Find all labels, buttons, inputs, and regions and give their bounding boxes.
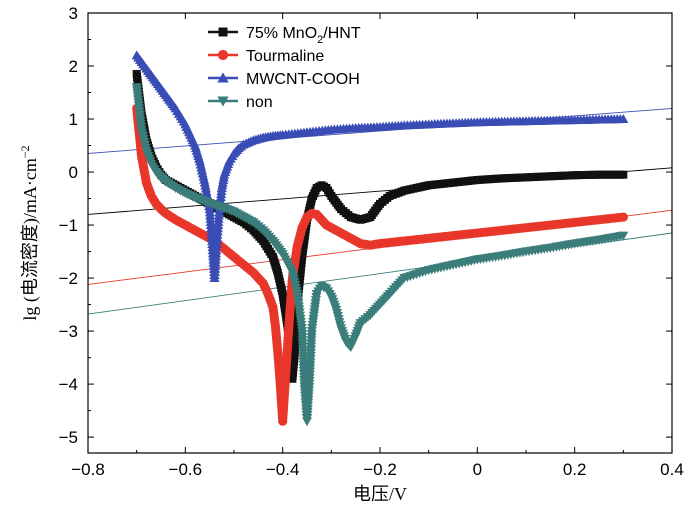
- x-tick-label: 0.2: [563, 460, 587, 479]
- data-point: [618, 212, 628, 222]
- data-point: [618, 231, 629, 241]
- y-tick-label: −5: [59, 428, 78, 447]
- series-circle: [132, 103, 628, 426]
- y-tick-label: 2: [69, 57, 78, 76]
- plot-frame: [87, 12, 673, 454]
- x-tick-label: −0.4: [266, 460, 300, 479]
- data-point: [619, 170, 628, 179]
- y-tick-label: 0: [69, 163, 78, 182]
- axis-ticks-layer: −0.8 −0.6 −0.4 −0.2 0 0.2 0.4 −5 −4 −3 −2 −1 0 1 2 3: [59, 4, 684, 479]
- series-triangle-down: [131, 83, 629, 427]
- series-triangle-up: [131, 50, 629, 283]
- x-tick-label: 0.4: [660, 460, 684, 479]
- legend-swatch-marker: [218, 27, 228, 37]
- legend-swatch-marker: [217, 72, 229, 83]
- y-axis-label: lg (电流密度)/mA·cm−2: [18, 145, 41, 320]
- x-tick-label: −0.2: [363, 460, 397, 479]
- legend-label: Tourmaline: [246, 48, 324, 65]
- data-point: [618, 114, 629, 124]
- y-tick-label: 3: [69, 4, 78, 23]
- y-axis-label-main: lg (电流密度)/mA·cm: [20, 158, 41, 320]
- y-tick-label: −2: [59, 269, 78, 288]
- x-tick-label: −0.6: [169, 460, 203, 479]
- legend-swatch-marker: [217, 49, 229, 61]
- y-tick-label: −1: [59, 216, 78, 235]
- y-axis-label-superscript: −2: [18, 145, 32, 158]
- y-tick-label: −3: [59, 322, 78, 341]
- x-axis-label: 电压/V: [353, 484, 407, 504]
- x-tick-label: 0: [473, 460, 482, 479]
- x-tick-label: −0.8: [71, 460, 105, 479]
- legend-swatch-marker: [217, 96, 229, 107]
- legend-label: 75% MnO2/HNT: [246, 25, 361, 46]
- series-layer: [131, 50, 629, 427]
- legend-label: MWCNT-COOH: [246, 71, 360, 88]
- y-tick-label: −4: [59, 375, 78, 394]
- y-tick-label: 1: [69, 110, 78, 129]
- legend: 75% MnO2/HNT Tourmaline MWCNT-COOH non: [208, 25, 361, 111]
- legend-label: non: [246, 94, 273, 111]
